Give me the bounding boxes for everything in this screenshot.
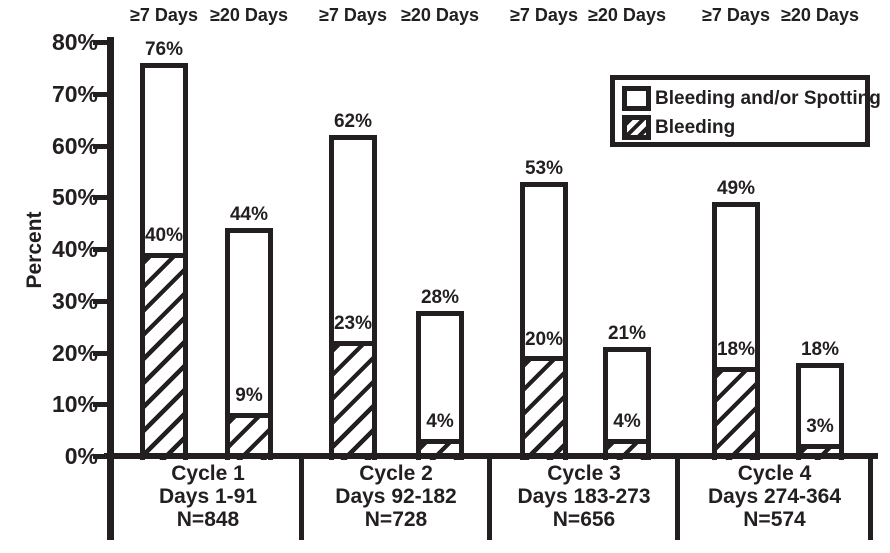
total-value-label: 53% (524, 157, 564, 179)
total-value-label: 49% (716, 178, 756, 200)
legend-label-bleeding: Bleeding (655, 116, 736, 138)
y-tick (93, 143, 108, 149)
y-tick-label: 50% (51, 184, 98, 211)
cycle-label-line: N=728 (364, 508, 428, 531)
total-value-label: 76% (144, 38, 184, 60)
hatched-swatch-icon (622, 115, 651, 140)
cycle-label-line: Cycle 4 (737, 462, 812, 485)
cycle-label-line: Cycle 1 (171, 462, 245, 485)
y-tick-label: 0% (64, 443, 98, 469)
y-tick-label: 70% (51, 80, 98, 107)
duration-label: ≥20 Days (588, 5, 666, 25)
cycle-label-line: Days 1-91 (158, 485, 258, 508)
y-tick (93, 298, 108, 304)
duration-label: ≥20 Days (401, 5, 479, 25)
bar-cycle2-ge20days (416, 311, 464, 460)
y-tick (93, 91, 108, 97)
cycle-label-4: Cycle 4 Days 274-364 N=574 (678, 462, 871, 531)
bleeding-segment (525, 356, 563, 460)
y-tick (93, 40, 108, 45)
segment-value-label: 40% (144, 225, 184, 246)
cycle-label-3: Cycle 3 Days 183-273 N=656 (490, 462, 678, 531)
cell-separator (487, 456, 492, 540)
cycle-label-line: Cycle 3 (547, 462, 621, 485)
cell-separator (868, 456, 873, 540)
y-tick (93, 247, 108, 252)
y-tick-label: 60% (51, 132, 98, 159)
cycle-label-line: N=848 (176, 508, 240, 531)
cycle-label-line: Days 92-182 (335, 485, 457, 508)
legend: Bleeding and/or Spotting Bleeding (610, 75, 881, 147)
total-value-label: 62% (333, 111, 373, 133)
total-value-label: 21% (607, 323, 647, 345)
cycle-label-line: Days 274-364 (707, 485, 842, 508)
cycle-label-1: Cycle 1 Days 1-91 N=848 (114, 462, 302, 531)
segment-value-label: 18% (716, 338, 756, 360)
duration-label: ≥7 Days (702, 5, 770, 25)
y-tick-label: 40% (51, 236, 98, 262)
duration-label: ≥7 Days (319, 5, 387, 25)
bar-cycle2-ge7days (329, 135, 377, 460)
bar-cycle1-ge7days (140, 62, 188, 460)
segment-value-label: 3% (806, 416, 834, 438)
legend-label-bleeding-spotting: Bleeding and/or Spotting (655, 87, 881, 109)
axis-extension (107, 456, 114, 540)
cycle-label-line: N=574 (743, 508, 806, 531)
bar-cycle4-ge7days (712, 202, 760, 460)
duration-label: ≥7 Days (130, 5, 198, 25)
blank-swatch-icon (622, 86, 651, 111)
y-tick-label: 30% (51, 287, 98, 314)
legend-row-bleeding-spotting: Bleeding and/or Spotting (622, 84, 881, 113)
bar-cycle3-ge7days (520, 181, 568, 460)
total-value-label: 18% (800, 338, 840, 360)
y-tick-label: 80% (51, 29, 98, 55)
bleeding-segment (145, 252, 183, 460)
cycle-label-2: Cycle 2 Days 92-182 N=728 (302, 462, 490, 531)
total-value-label: 28% (420, 287, 460, 309)
legend-row-bleeding: Bleeding (622, 113, 865, 142)
y-tick-label: 10% (51, 391, 98, 418)
bar-cycle3-ge20days (603, 347, 651, 460)
y-tick (93, 454, 108, 459)
y-tick (93, 350, 108, 356)
segment-value-label: 20% (524, 328, 564, 350)
bleeding-segment (717, 366, 755, 460)
y-tick (93, 402, 108, 408)
segment-value-label: 9% (235, 385, 263, 407)
y-tick (93, 195, 108, 201)
total-value-label: 44% (229, 204, 269, 226)
cycle-label-line: Days 183-273 (517, 485, 651, 508)
cycle-label-line: N=656 (552, 508, 616, 531)
bar-cycle1-ge20days (225, 228, 273, 460)
y-axis-line (107, 37, 114, 540)
y-tick-label: 20% (51, 339, 98, 366)
cell-separator (299, 456, 304, 540)
duration-label: ≥20 Days (210, 5, 288, 25)
bar-cycle4-ge20days (796, 362, 844, 460)
duration-label: ≥20 Days (781, 5, 859, 25)
bleeding-segment (230, 413, 268, 460)
duration-label: ≥7 Days (510, 5, 578, 25)
segment-value-label: 23% (333, 312, 373, 334)
cycle-label-line: Cycle 2 (359, 462, 433, 485)
bleeding-segment (334, 340, 372, 460)
segment-value-label: 4% (613, 411, 641, 433)
segment-value-label: 4% (426, 411, 454, 433)
cell-separator (675, 456, 680, 540)
